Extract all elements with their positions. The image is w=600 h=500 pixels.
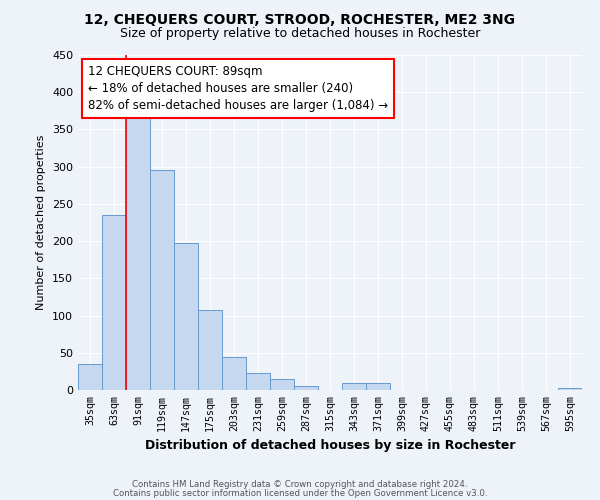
- Bar: [558, 388, 582, 390]
- Text: Size of property relative to detached houses in Rochester: Size of property relative to detached ho…: [120, 28, 480, 40]
- Text: 12, CHEQUERS COURT, STROOD, ROCHESTER, ME2 3NG: 12, CHEQUERS COURT, STROOD, ROCHESTER, M…: [85, 12, 515, 26]
- Y-axis label: Number of detached properties: Number of detached properties: [37, 135, 46, 310]
- X-axis label: Distribution of detached houses by size in Rochester: Distribution of detached houses by size …: [145, 439, 515, 452]
- Bar: [150, 170, 174, 390]
- Bar: [366, 382, 390, 390]
- Bar: [342, 382, 366, 390]
- Bar: [198, 310, 222, 390]
- Bar: [174, 242, 198, 390]
- Bar: [126, 118, 150, 390]
- Bar: [294, 386, 318, 390]
- Bar: [102, 215, 126, 390]
- Bar: [222, 356, 246, 390]
- Bar: [270, 379, 294, 390]
- Bar: [78, 364, 102, 390]
- Text: Contains public sector information licensed under the Open Government Licence v3: Contains public sector information licen…: [113, 488, 487, 498]
- Text: 12 CHEQUERS COURT: 89sqm
← 18% of detached houses are smaller (240)
82% of semi-: 12 CHEQUERS COURT: 89sqm ← 18% of detach…: [88, 65, 388, 112]
- Text: Contains HM Land Registry data © Crown copyright and database right 2024.: Contains HM Land Registry data © Crown c…: [132, 480, 468, 489]
- Bar: [246, 373, 270, 390]
